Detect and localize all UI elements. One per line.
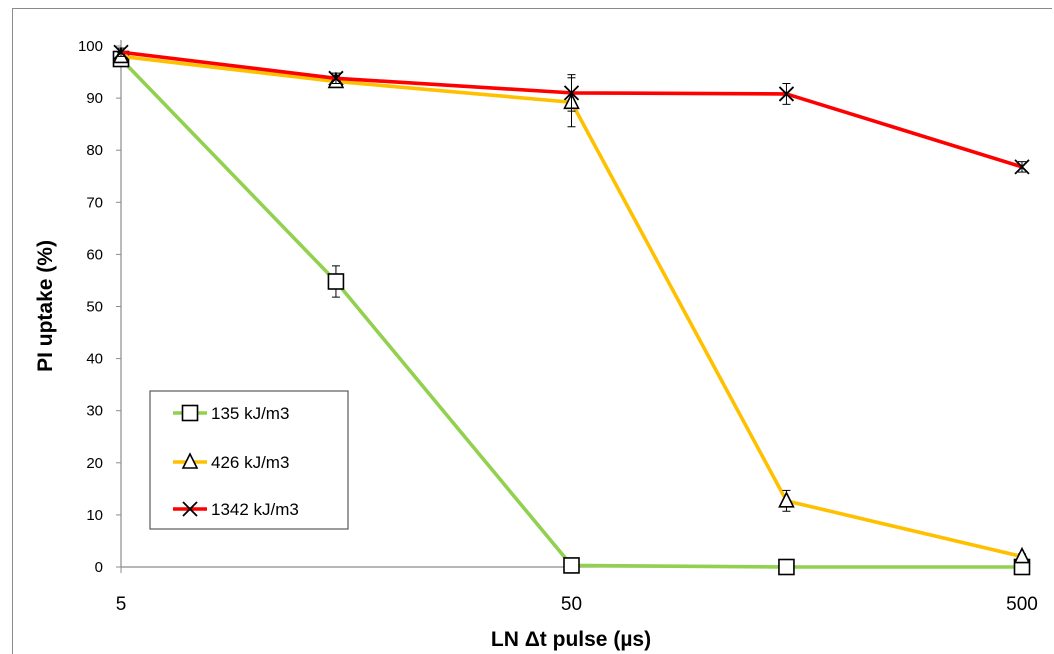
data-point (1014, 159, 1030, 175)
legend-label: 1342 kJ/m3 (211, 500, 299, 519)
legend-marker (182, 501, 198, 517)
data-point (113, 44, 129, 60)
x-tick-label: 500 (1006, 594, 1038, 615)
series-x (113, 44, 1030, 175)
y-tick-label: 80 (86, 142, 103, 159)
y-tick-label: 30 (86, 403, 103, 420)
y-tick-label: 70 (86, 194, 103, 211)
y-tick-labels: 0 10 20 30 40 50 60 70 80 90 100 (78, 38, 103, 576)
series-square (112, 50, 1031, 576)
legend-label: 135 kJ/m3 (211, 404, 289, 423)
x-tick-label: 5 (116, 594, 127, 615)
y-tick-label: 10 (86, 507, 103, 524)
series-group (112, 44, 1031, 576)
x-tick-label: 50 (561, 594, 582, 615)
x-tick-labels: 5 50 500 (116, 594, 1038, 615)
legend: 135 kJ/m3 426 kJ/m3 1342 kJ/m3 (149, 390, 349, 530)
data-point (778, 491, 795, 508)
y-tick-label: 100 (78, 38, 103, 55)
data-point (778, 86, 795, 102)
data-point (327, 273, 345, 290)
y-tick-label: 0 (95, 559, 103, 576)
data-point (563, 557, 580, 574)
chart-frame (12, 8, 1052, 654)
y-tick-label: 60 (86, 246, 103, 263)
x-axis-label: LN Δt pulse (µs) (491, 628, 651, 651)
legend-marker (181, 404, 199, 422)
y-tick-label: 40 (86, 351, 103, 368)
y-tick-label: 20 (86, 455, 103, 472)
y-tick-label: 50 (86, 299, 103, 316)
legend-marker (181, 452, 199, 469)
data-point (563, 85, 580, 101)
y-axis-label: PI uptake (%) (34, 240, 57, 372)
data-point (778, 558, 795, 576)
data-point (328, 70, 344, 86)
data-point (1013, 546, 1031, 564)
y-tick-label: 90 (86, 90, 103, 107)
legend-label: 426 kJ/m3 (211, 453, 289, 472)
